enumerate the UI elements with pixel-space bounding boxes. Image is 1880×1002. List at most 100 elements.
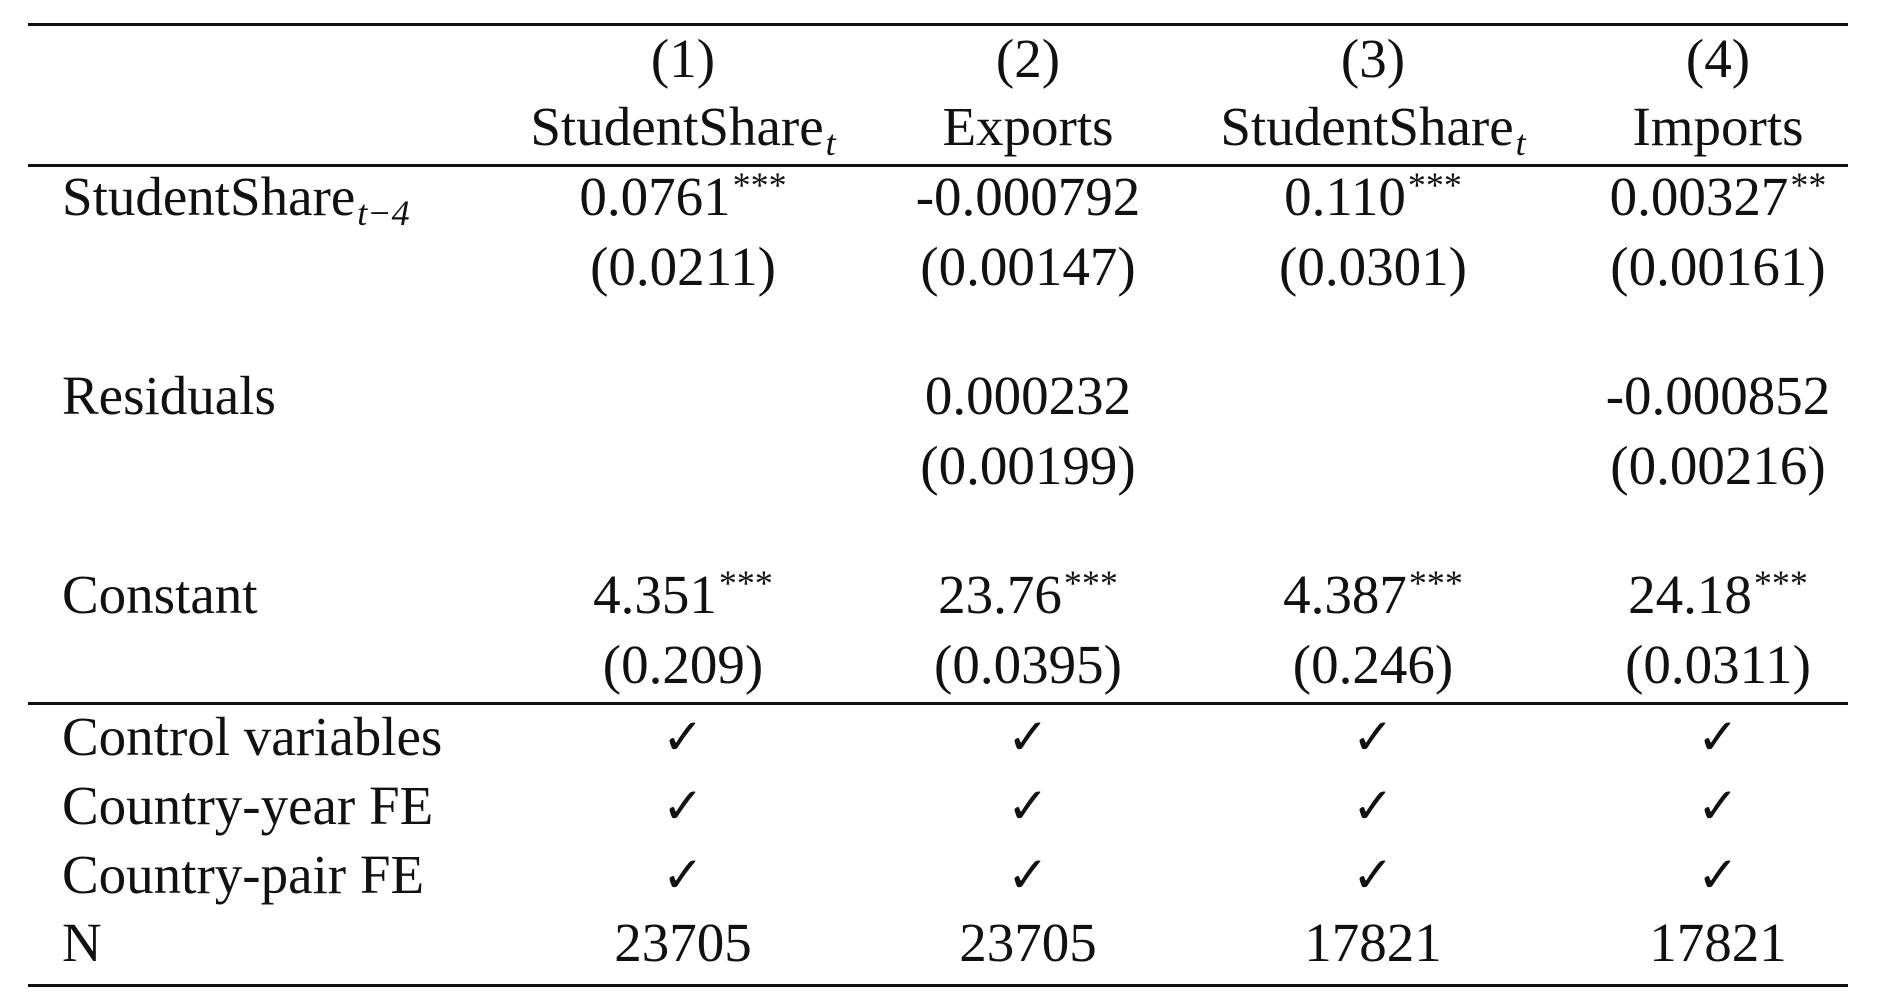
standard-error-text: (0.00216) — [1610, 435, 1826, 496]
column-number-text: (2) — [995, 28, 1061, 89]
coefficient-value: 0.110*** — [1284, 162, 1462, 232]
significance-stars: ** — [1790, 165, 1827, 205]
row-label-text: Residuals — [62, 365, 276, 426]
checkmark-icon: ✓ — [1697, 702, 1739, 772]
checkmark-icon: ✓ — [1352, 771, 1394, 841]
column-number-text: (3) — [1340, 28, 1406, 89]
coefficient-number: 4.387 — [1283, 564, 1407, 625]
coefficient-number: -0.000852 — [1605, 365, 1831, 426]
standard-error: (0.0211) — [590, 232, 776, 302]
control-row-label-text: Country-pair FE — [62, 844, 425, 905]
table-top-rule — [28, 23, 1848, 26]
dependent-variable-name: StudentShare — [530, 96, 824, 157]
checkmark-glyph: ✓ — [1352, 777, 1394, 835]
checkmark-icon: ✓ — [1352, 840, 1394, 910]
dependent-variable-name: Exports — [942, 96, 1114, 157]
checkmark-glyph: ✓ — [1697, 777, 1739, 835]
dependent-variable: StudentSharet — [530, 92, 836, 163]
standard-error: (0.209) — [603, 630, 763, 700]
checkmark-glyph: ✓ — [1352, 708, 1394, 766]
checkmark-glyph: ✓ — [1007, 846, 1049, 904]
dependent-variable-name: Imports — [1632, 96, 1804, 157]
coefficient-value: 0.000232 — [925, 361, 1131, 431]
row-label: StudentSharet−4 — [62, 162, 410, 233]
checkmark-glyph: ✓ — [1007, 777, 1049, 835]
control-row-label: Country-year FE — [62, 771, 433, 841]
standard-error: (0.0301) — [1279, 232, 1467, 302]
checkmark-icon: ✓ — [1697, 771, 1739, 841]
dependent-variable-subscript: t — [825, 123, 836, 163]
coefficient-number: -0.000792 — [915, 166, 1141, 227]
table-bottom-rule — [28, 984, 1848, 987]
standard-error-text: (0.0211) — [590, 236, 776, 297]
standard-error: (0.0311) — [1625, 630, 1811, 700]
significance-stars: *** — [1408, 563, 1463, 603]
standard-error: (0.0395) — [934, 630, 1122, 700]
checkmark-glyph: ✓ — [1352, 846, 1394, 904]
dependent-variable-name: StudentShare — [1220, 96, 1514, 157]
standard-error-text: (0.00199) — [920, 435, 1136, 496]
checkmark-glyph: ✓ — [662, 708, 704, 766]
coefficient-value: 4.351*** — [593, 560, 773, 630]
column-number-text: (4) — [1685, 28, 1751, 89]
coefficient-number: 0.000232 — [924, 365, 1132, 426]
coefficient-number: 0.110 — [1284, 166, 1406, 227]
checkmark-glyph: ✓ — [1007, 708, 1049, 766]
checkmark-glyph: ✓ — [1697, 708, 1739, 766]
coefficient-number: 0.0761 — [579, 166, 731, 227]
dependent-variable: Imports — [1632, 92, 1803, 162]
standard-error: (0.00216) — [1610, 431, 1825, 501]
control-row-label-text: Control variables — [62, 706, 443, 767]
checkmark-glyph: ✓ — [662, 846, 704, 904]
coefficient-value: -0.000792 — [916, 162, 1141, 232]
dependent-variable: StudentSharet — [1220, 92, 1526, 163]
column-number-text: (1) — [650, 28, 716, 89]
observations-count-text: 23705 — [614, 912, 752, 973]
coefficient-number: 23.76 — [938, 564, 1062, 625]
dependent-variable-subscript: t — [1515, 123, 1526, 163]
standard-error-text: (0.0395) — [934, 634, 1122, 695]
control-row-label: Country-pair FE — [62, 840, 424, 910]
observations-count-text: 17821 — [1649, 912, 1787, 973]
standard-error: (0.00161) — [1610, 232, 1825, 302]
standard-error: (0.00199) — [920, 431, 1135, 501]
observations-count-text: 17821 — [1304, 912, 1442, 973]
coefficient-value: 0.0761*** — [579, 162, 786, 232]
coefficient-number: 24.18 — [1628, 564, 1752, 625]
row-label-subscript: t−4 — [357, 193, 410, 233]
observations-count: 17821 — [1649, 908, 1787, 978]
checkmark-icon: ✓ — [662, 771, 704, 841]
observations-count-text: 23705 — [959, 912, 1097, 973]
standard-error: (0.246) — [1293, 630, 1453, 700]
coefficient-value: -0.000852 — [1606, 361, 1831, 431]
checkmark-icon: ✓ — [1352, 702, 1394, 772]
coefficient-value: 24.18*** — [1628, 560, 1808, 630]
observations-label-text: N — [62, 912, 102, 973]
standard-error-text: (0.209) — [602, 634, 764, 695]
checkmark-icon: ✓ — [662, 702, 704, 772]
row-label-text: Constant — [62, 564, 258, 625]
standard-error-text: (0.0301) — [1279, 236, 1467, 297]
standard-error-text: (0.00147) — [920, 236, 1136, 297]
dependent-variable: Exports — [942, 92, 1113, 162]
standard-error-text: (0.246) — [1292, 634, 1454, 695]
checkmark-glyph: ✓ — [1697, 846, 1739, 904]
row-label: Residuals — [62, 361, 276, 431]
row-label-text: StudentShare — [62, 166, 356, 227]
significance-stars: *** — [1407, 165, 1462, 205]
checkmark-icon: ✓ — [1697, 840, 1739, 910]
control-row-label: Control variables — [62, 702, 442, 772]
significance-stars: *** — [1063, 563, 1118, 603]
column-number: (1) — [651, 24, 715, 94]
coefficient-value: 23.76*** — [938, 560, 1118, 630]
checkmark-glyph: ✓ — [662, 777, 704, 835]
coefficient-number: 0.00327 — [1609, 166, 1789, 227]
significance-stars: *** — [718, 563, 773, 603]
standard-error-text: (0.0311) — [1625, 634, 1811, 695]
coefficients-bottom-rule — [28, 702, 1848, 705]
coefficient-value: 0.00327** — [1610, 162, 1827, 232]
column-number: (3) — [1341, 24, 1405, 94]
control-row-label-text: Country-year FE — [62, 775, 434, 836]
coefficient-number: 4.351 — [593, 564, 717, 625]
significance-stars: *** — [732, 165, 787, 205]
